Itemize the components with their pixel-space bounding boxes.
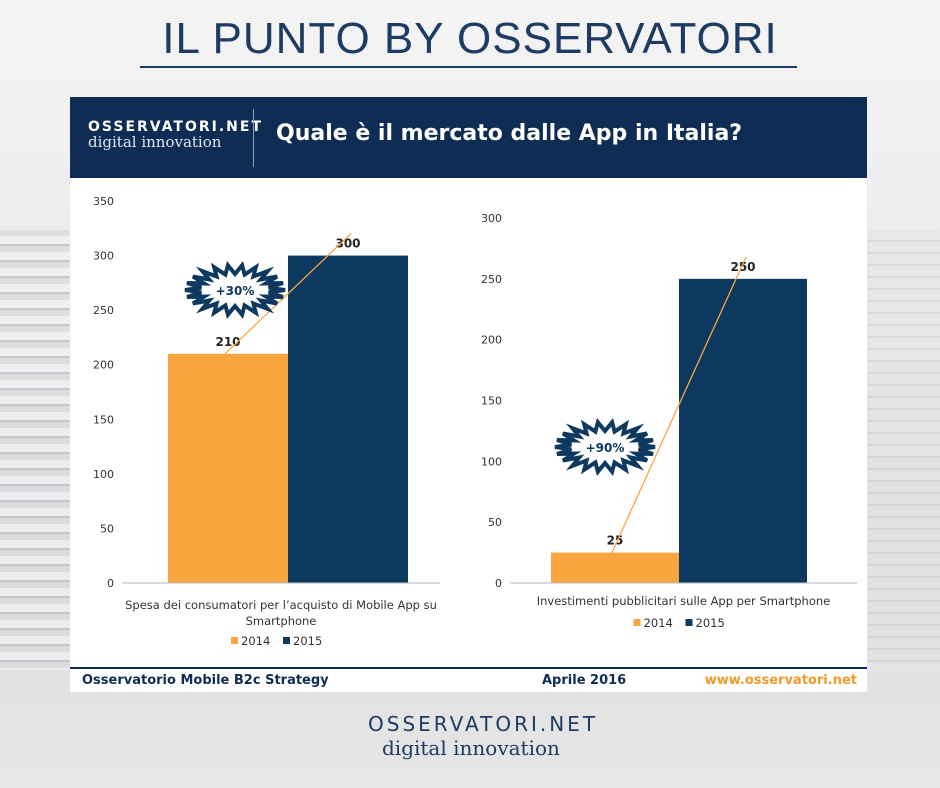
bottom-logo-line2: digital innovation [382, 736, 560, 760]
y-tick-label: 250 [93, 304, 114, 317]
y-tick-label: 200 [93, 359, 114, 372]
footer-date: Aprile 2016 [542, 673, 627, 688]
data-label: 300 [335, 237, 360, 251]
y-tick-label: 0 [107, 577, 114, 590]
y-tick-label: 150 [481, 395, 502, 408]
legend-swatch-2015 [685, 619, 693, 626]
growth-annotation: +90% [586, 441, 625, 455]
logo-line2: digital innovation [88, 133, 222, 151]
legend-swatch-2014 [231, 637, 238, 644]
bottom-logo-line1: OSSERVATORI.NET [368, 712, 599, 736]
osservatori-logo: OSSERVATORI.NET digital innovation [88, 119, 263, 151]
bar-2014 [551, 552, 679, 583]
bottom-logo: OSSERVATORI.NET digital innovation [360, 712, 599, 760]
y-tick-label: 0 [495, 577, 502, 590]
card-header: OSSERVATORI.NET digital innovation Quale… [70, 97, 867, 178]
background-papers-right [867, 230, 940, 670]
y-tick-label: 150 [93, 413, 114, 426]
starburst-badge [184, 261, 286, 319]
growth-line [224, 233, 352, 355]
bar-2015 [288, 255, 408, 584]
bar-2015 [679, 278, 807, 583]
y-tick-label: 300 [481, 212, 502, 225]
legend-label-2014: 2014 [644, 616, 673, 630]
y-tick-label: 50 [488, 516, 502, 529]
data-label: 250 [730, 260, 755, 274]
legend-label-2015: 2015 [293, 634, 322, 648]
bar-2014 [168, 353, 288, 583]
legend-label-2014: 2014 [241, 634, 270, 648]
page-title: IL PUNTO BY OSSERVATORI [162, 14, 778, 63]
footer-link[interactable]: www.osservatori.net [704, 673, 857, 688]
y-tick-label: 200 [481, 334, 502, 347]
y-tick-label: 100 [93, 468, 114, 481]
x-axis-label: Investimenti pubblicitari sulle App per … [537, 594, 830, 608]
infographic-card: OSSERVATORI.NET digital innovation Quale… [70, 97, 867, 692]
title-underline [140, 66, 797, 68]
growth-line [611, 256, 747, 553]
x-axis-label: Spesa dei consumatori per l’acquisto di … [125, 598, 437, 612]
y-tick-label: 300 [93, 250, 114, 263]
background-papers-left [0, 230, 70, 670]
legend-swatch-2014 [633, 619, 641, 626]
footer-source: Osservatorio Mobile B2c Strategy [82, 673, 329, 688]
y-tick-label: 250 [481, 273, 502, 286]
card-title: Quale è il mercato dalle App in Italia? [276, 121, 743, 146]
legend-swatch-2015 [283, 637, 290, 644]
logo-line1: OSSERVATORI.NET [88, 119, 264, 135]
y-tick-label: 50 [100, 522, 114, 535]
x-axis-label-cont: Smartphone [246, 614, 317, 628]
y-tick-label: 350 [93, 195, 114, 208]
y-tick-label: 100 [481, 455, 502, 468]
card-footer: Osservatorio Mobile B2c Strategy Aprile … [70, 667, 867, 694]
starburst-badge [554, 418, 656, 476]
growth-annotation: +30% [216, 284, 255, 298]
header-divider [253, 109, 254, 167]
legend-label-2015: 2015 [696, 616, 725, 630]
